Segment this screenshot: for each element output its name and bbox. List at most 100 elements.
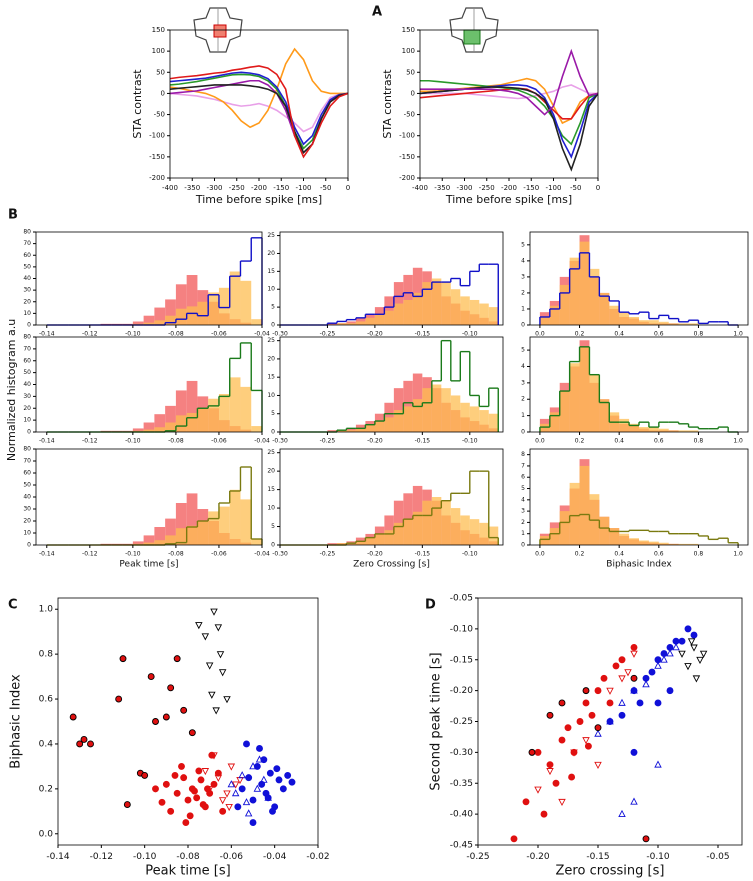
x-tick-label: 0	[346, 184, 350, 192]
hist-bar	[175, 308, 187, 325]
hist-bar	[346, 323, 356, 325]
y-tick-label: 5	[271, 410, 275, 417]
scatter-point	[260, 775, 268, 783]
scatter-point	[630, 686, 638, 694]
y-tick-label: 5	[521, 485, 525, 492]
y-tick-label: 60	[23, 470, 31, 477]
hist-bar	[393, 303, 404, 325]
x-tick-label: -0.14	[39, 551, 55, 558]
scatter-point	[152, 785, 159, 793]
y-tick-label: 0	[521, 542, 525, 549]
hist-bar	[539, 316, 550, 325]
panel-label: D	[425, 598, 436, 613]
hist-bar	[165, 422, 176, 432]
scatter-point	[576, 718, 584, 725]
scatter-point	[618, 809, 626, 817]
y-tick-label: 10	[267, 505, 275, 512]
hist-bar	[639, 320, 649, 325]
x-tick-label: -0.15	[415, 331, 431, 338]
hist-bar	[229, 377, 241, 432]
x-tick-label: -0.12	[82, 551, 98, 558]
scatter-point	[249, 796, 257, 804]
hist-bar	[579, 241, 590, 325]
x-axis-label: Peak time [s]	[145, 864, 230, 879]
x-tick-label: 0.8	[694, 551, 704, 558]
scatter-point	[214, 774, 223, 782]
scatter-point	[692, 675, 701, 683]
y-tick-label: 50	[406, 68, 415, 76]
scatter-point	[672, 643, 680, 651]
y-tick-label: 3	[521, 273, 525, 280]
y-tick-label: 10	[267, 286, 275, 293]
scatter-point	[197, 776, 205, 784]
y-tick-label: 50	[23, 369, 31, 376]
hist-bar	[197, 521, 209, 545]
x-tick-label: -0.08	[176, 852, 200, 862]
scatter-point	[162, 780, 170, 788]
x-tick-label: 0	[596, 184, 600, 192]
scatter-point	[642, 835, 650, 843]
hist-bar	[165, 518, 176, 545]
hist-bar	[559, 391, 570, 432]
x-tick-label: -0.04	[254, 331, 270, 338]
scatter-point	[231, 781, 240, 789]
hist-bar	[218, 394, 230, 432]
x-tick-label: 1.0	[733, 438, 743, 445]
hist-bar	[479, 410, 489, 432]
hist-bar	[403, 406, 413, 432]
y-tick-label: 50	[23, 482, 31, 489]
hist-bar	[165, 405, 176, 432]
x-tick-label: 0.2	[575, 551, 585, 558]
hist-bar	[589, 268, 600, 325]
scatter-point	[666, 687, 674, 695]
scatter-point	[249, 762, 257, 770]
scatter-point	[269, 807, 276, 815]
hist-bar	[579, 465, 590, 545]
y-tick-label: 50	[156, 68, 165, 76]
x-tick-label: -0.30	[272, 438, 288, 445]
y-tick-label: -0.45	[450, 841, 473, 851]
hist-bar	[619, 418, 630, 432]
scatter-point	[279, 785, 287, 793]
hist-bar	[579, 346, 590, 432]
hist-bar	[479, 522, 489, 545]
scatter-point	[180, 774, 188, 782]
x-tick-label: -50	[320, 184, 331, 192]
scatter-point	[558, 798, 566, 807]
scatter-point	[214, 769, 222, 777]
y-axis-label: Biphasic Index	[9, 674, 24, 769]
plot-frame	[279, 336, 504, 433]
hist-bar	[143, 429, 155, 432]
hist-bar	[450, 508, 461, 545]
scatter-point	[654, 760, 662, 768]
x-tick-label: 0.0	[535, 438, 545, 445]
y-tick-label: 0	[27, 322, 31, 329]
x-tick-label: -0.10	[462, 331, 478, 338]
scatter-point	[76, 740, 84, 748]
y-tick-label: 70	[23, 458, 31, 465]
x-tick-label: -0.04	[254, 551, 270, 558]
scatter-point	[216, 651, 225, 659]
x-tick-label: -0.14	[39, 331, 55, 338]
scatter-point	[558, 699, 566, 707]
icon-region	[463, 29, 481, 45]
hist-bar	[549, 528, 560, 545]
hist-bar	[403, 519, 413, 545]
hist-bar	[469, 406, 480, 432]
y-tick-label: 20	[23, 405, 31, 412]
y-tick-label: 70	[23, 240, 31, 247]
scatter-point	[546, 761, 554, 769]
hist-bar	[609, 305, 620, 325]
y-tick-label: 30	[23, 393, 31, 400]
y-tick-label: 0	[411, 89, 415, 97]
y-tick-label: -100	[399, 132, 415, 140]
hist-bar	[441, 500, 451, 545]
x-tick-label: -0.04	[263, 852, 287, 862]
hist-bar	[569, 482, 580, 545]
hist-bar	[229, 271, 241, 325]
x-tick-label: -350	[184, 184, 200, 192]
y-tick-label: 100	[402, 47, 415, 55]
hist-bar	[365, 317, 375, 325]
scatter-point	[245, 774, 253, 782]
hist-bar	[629, 423, 639, 432]
